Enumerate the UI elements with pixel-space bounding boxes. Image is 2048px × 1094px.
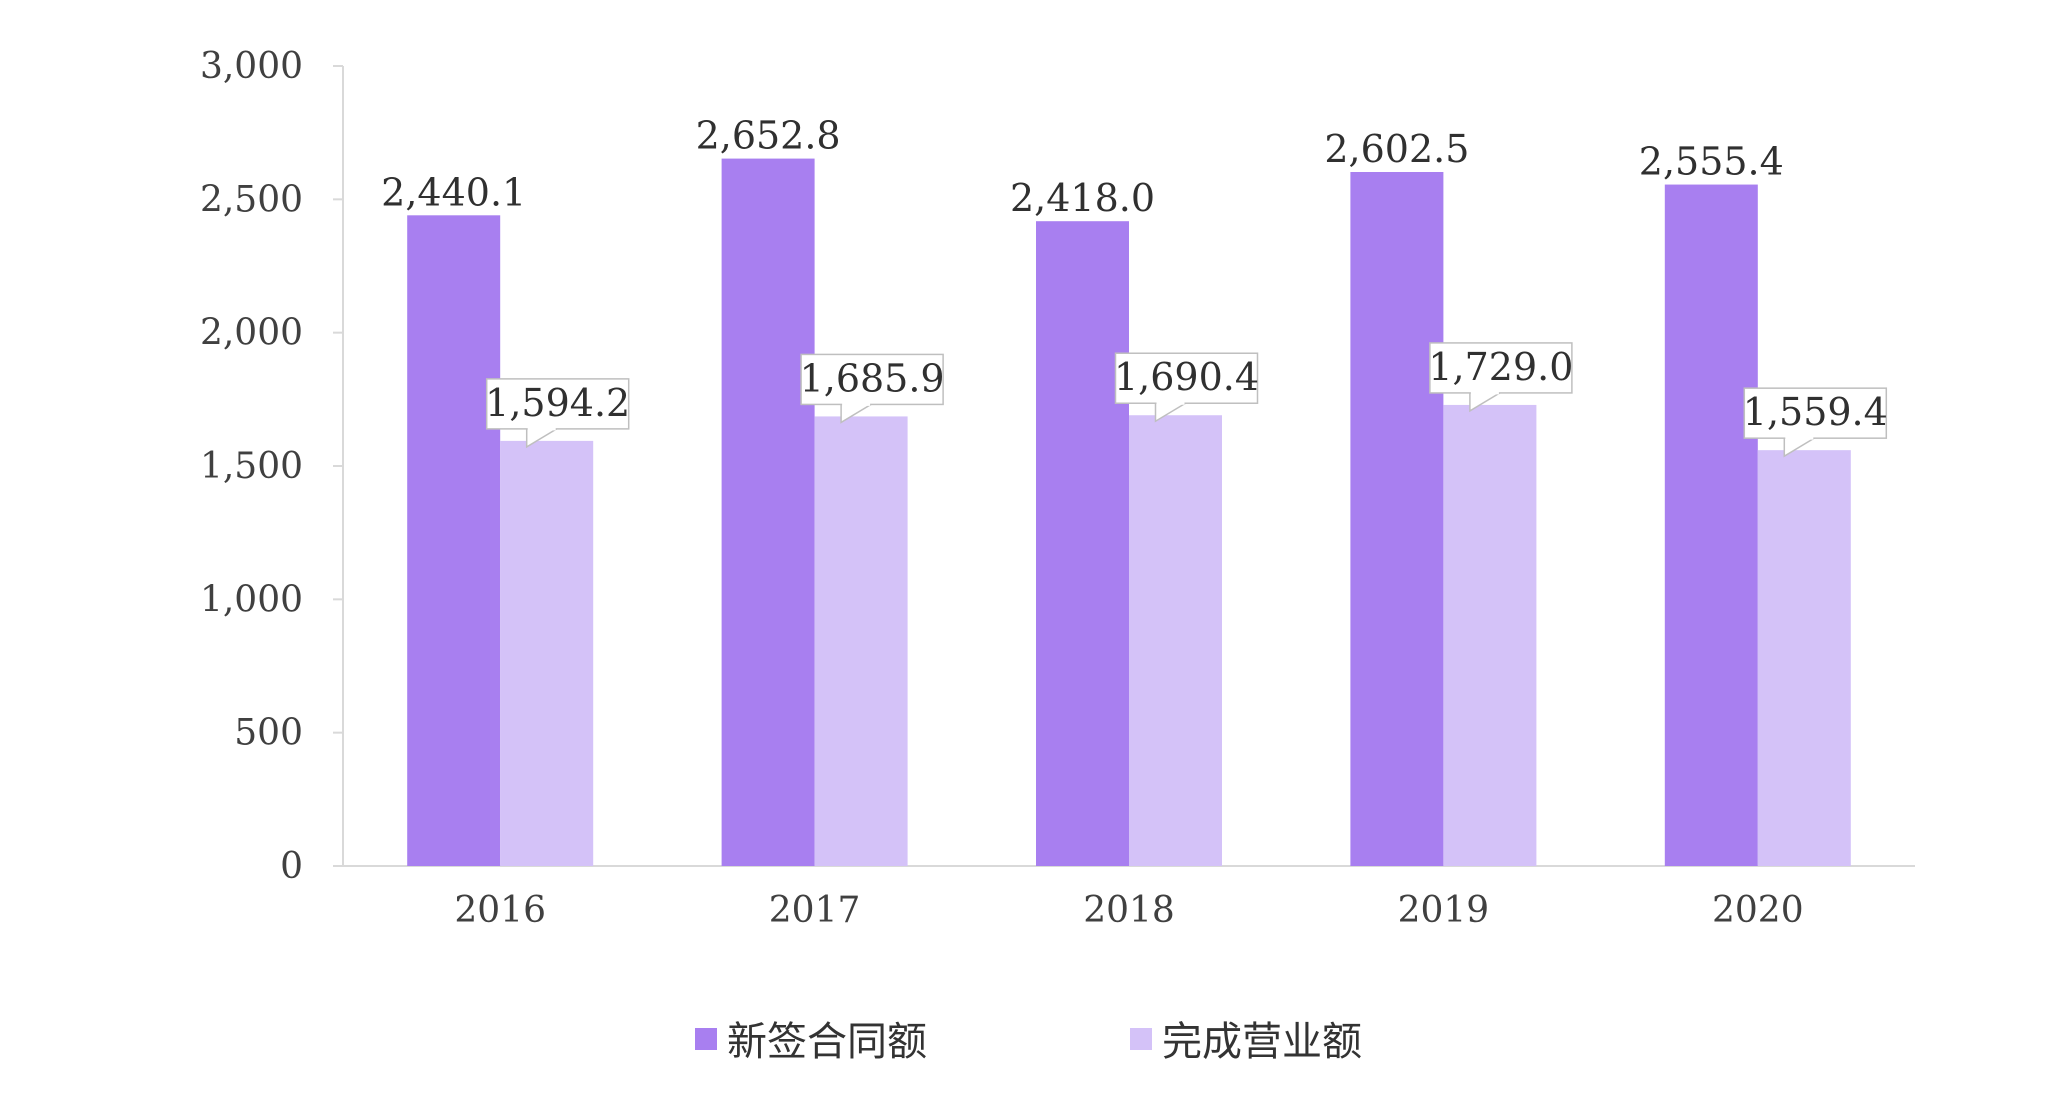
data-label: 1,729.0: [1428, 345, 1573, 389]
callout-box: [1743, 387, 1888, 439]
y-tick-label: 1,000: [200, 579, 303, 620]
data-labels: 2,440.1 1,594.2 2,652.8 1,685.9 2,418.0 1,690…: [381, 114, 1888, 458]
bar: [1664, 184, 1758, 866]
x-tick-label: 2019: [1398, 890, 1490, 931]
callout-box: [1429, 342, 1573, 394]
bar: [721, 158, 815, 866]
callout-box: [800, 353, 944, 406]
x-tick-label: 2017: [769, 890, 861, 931]
data-label-callout: 1,559.4: [1743, 387, 1888, 458]
y-tick-label: 3,000: [200, 46, 303, 87]
legend-item: 新签合同额: [695, 1019, 927, 1065]
x-tick-label: 2016: [454, 890, 546, 931]
bar: [1350, 172, 1444, 866]
y-tick-label: 0: [280, 846, 303, 887]
data-label: 2,602.5: [1324, 127, 1469, 171]
y-tick-label: 2,500: [200, 179, 303, 220]
y-tick-label: 2,000: [200, 313, 303, 354]
x-tick-label: 2018: [1083, 890, 1175, 931]
legend-item: 完成营业额: [1130, 1019, 1362, 1065]
data-label: 1,559.4: [1743, 390, 1888, 434]
data-label: 1,690.4: [1114, 355, 1259, 399]
data-label: 1,594.2: [485, 381, 630, 425]
bar: [1129, 415, 1222, 866]
callout-box: [1114, 352, 1259, 404]
data-label: 2,555.4: [1639, 140, 1784, 184]
bar: [407, 215, 501, 867]
bar: [814, 416, 908, 866]
y-tick-label: 1,500: [200, 446, 303, 487]
x-tick-label: 2020: [1712, 890, 1804, 931]
data-label-callout: 1,729.0: [1428, 342, 1573, 413]
data-label: 2,440.1: [381, 170, 526, 214]
y-axis: 0 500 1,000 1,500 2,000 2,500 3,000: [200, 46, 344, 887]
data-label-callout: 1,690.4: [1114, 352, 1259, 423]
data-label: 1,685.9: [800, 356, 945, 400]
data-label: 2,418.0: [1010, 176, 1155, 220]
legend-label: 新签合同额: [727, 1019, 927, 1065]
callout-box: [485, 378, 630, 430]
bar: [1036, 221, 1129, 866]
data-label-callout: 1,594.2: [485, 378, 630, 449]
data-label-callout: 1,685.9: [800, 353, 945, 424]
bar: [500, 440, 594, 866]
bar: [1757, 450, 1851, 866]
legend-label: 完成营业额: [1162, 1019, 1362, 1065]
legend-swatch: [1130, 1028, 1152, 1050]
legend: 新签合同额 完成营业额: [695, 1019, 1362, 1065]
bars: [407, 158, 1851, 867]
y-tick-label: 500: [234, 713, 303, 754]
legend-swatch: [695, 1028, 717, 1050]
data-label: 2,652.8: [696, 114, 841, 158]
x-axis: 2016 2017 2018 2019 2020: [333, 865, 1915, 931]
bar: [1443, 404, 1537, 866]
